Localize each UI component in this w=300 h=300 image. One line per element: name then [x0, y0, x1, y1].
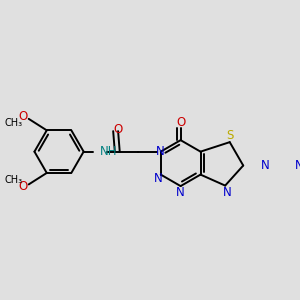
- Text: N: N: [156, 145, 165, 158]
- Text: NH: NH: [100, 145, 118, 158]
- Text: S: S: [226, 129, 233, 142]
- Text: O: O: [18, 110, 28, 123]
- Text: CH₃: CH₃: [5, 175, 23, 185]
- Text: N: N: [261, 159, 270, 172]
- Text: N: N: [154, 172, 163, 185]
- Text: CH₃: CH₃: [5, 118, 23, 128]
- Text: O: O: [18, 180, 28, 194]
- Text: N: N: [295, 159, 300, 172]
- Text: N: N: [222, 186, 231, 199]
- Text: O: O: [176, 116, 185, 129]
- Text: O: O: [113, 123, 123, 136]
- Text: N: N: [176, 186, 185, 199]
